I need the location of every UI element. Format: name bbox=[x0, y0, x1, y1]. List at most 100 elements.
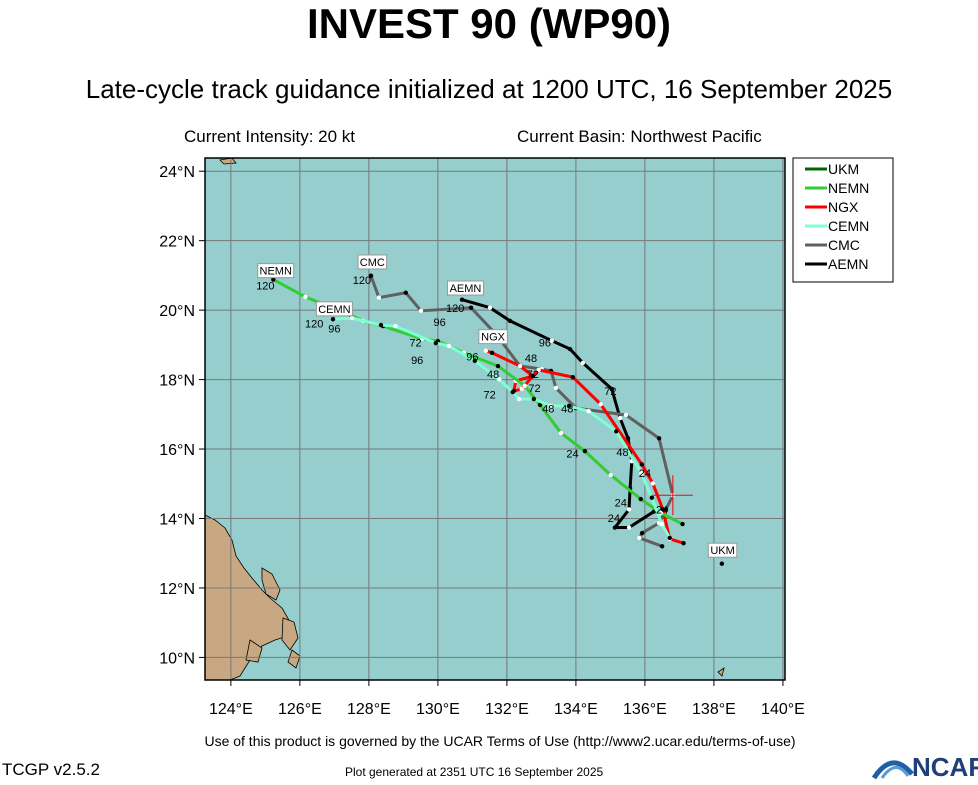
track-point bbox=[303, 294, 308, 300]
track-point bbox=[667, 535, 672, 541]
forecast-hour-label-group: 96 bbox=[411, 355, 423, 367]
forecast-hour-label-group: 24 bbox=[639, 468, 651, 480]
track-point bbox=[510, 389, 515, 395]
version-label: TCGP v2.5.2 bbox=[2, 760, 100, 779]
forecast-hour-label: 120 bbox=[446, 303, 464, 315]
track-point bbox=[349, 315, 355, 321]
lon-tick-label: 130°E bbox=[416, 701, 460, 718]
land-mass bbox=[717, 667, 725, 677]
track-point bbox=[536, 367, 541, 373]
track-point bbox=[614, 429, 619, 434]
model-tag-box bbox=[446, 280, 484, 296]
legend-label: AEMN bbox=[828, 256, 868, 272]
forecast-hour-label: 96 bbox=[466, 351, 478, 363]
track-point bbox=[626, 507, 632, 512]
track-point bbox=[580, 360, 586, 366]
forecast-hour-label: 48 bbox=[561, 404, 573, 416]
model-tag-group: AEMN bbox=[446, 280, 484, 296]
lat-tick-label: 20°N bbox=[159, 303, 195, 320]
forecast-hour-label-group: 120 bbox=[353, 275, 371, 287]
track-point bbox=[271, 277, 276, 282]
lat-tick-label: 16°N bbox=[159, 442, 195, 459]
land-mass bbox=[261, 567, 281, 601]
track-point bbox=[681, 540, 686, 546]
track-point bbox=[537, 402, 543, 408]
track-point bbox=[660, 507, 666, 512]
forecast-hour-label-group: 96 bbox=[466, 351, 478, 363]
track-point bbox=[656, 436, 662, 441]
lat-tick-label: 14°N bbox=[159, 512, 195, 529]
track-point bbox=[368, 273, 374, 278]
legend-label: NGX bbox=[828, 199, 859, 215]
model-tag-box bbox=[357, 254, 388, 270]
track-point bbox=[517, 363, 523, 369]
forecast-hour-label-group: 72 bbox=[409, 338, 421, 350]
model-tag: AEMN bbox=[450, 283, 482, 295]
model-tag-group: NGX bbox=[478, 329, 508, 345]
lon-tick-label: 136°E bbox=[623, 701, 667, 718]
model-tag: NEMN bbox=[260, 266, 292, 278]
track-point bbox=[403, 290, 409, 295]
forecast-hour-label: 72 bbox=[409, 338, 421, 350]
track-point bbox=[468, 305, 474, 310]
forecast-hour-label-group: 96 bbox=[433, 317, 445, 329]
track-point bbox=[617, 415, 623, 421]
forecast-hour-label-group: 48 bbox=[616, 447, 628, 459]
lon-tick-label: 126°E bbox=[278, 701, 322, 718]
forecast-hour-label-group: 96 bbox=[539, 338, 551, 350]
forecast-hour-label: 72 bbox=[604, 386, 616, 398]
forecast-hour-label-group: 48 bbox=[487, 369, 499, 381]
track-point bbox=[638, 496, 643, 502]
land-mass bbox=[281, 617, 299, 651]
forecast-hour-label: 72 bbox=[527, 369, 539, 381]
page-subtitle: Late-cycle track guidance initialized at… bbox=[85, 74, 893, 104]
terms-of-use-notice: Use of this product is governed by the U… bbox=[204, 733, 796, 749]
track-point bbox=[330, 316, 336, 322]
track-point bbox=[609, 386, 614, 392]
model-tag-group: UKM bbox=[707, 542, 738, 558]
track-point bbox=[496, 377, 502, 382]
forecast-hour-label-group: 24 bbox=[608, 513, 620, 525]
forecast-hour-label-group: 48 bbox=[542, 404, 554, 416]
forecast-hour-label: 96 bbox=[411, 355, 423, 367]
track-point bbox=[598, 402, 603, 407]
current-basin: Current Basin: Northwest Pacific bbox=[517, 127, 762, 146]
track-point bbox=[418, 308, 424, 314]
lon-tick-label: 132°E bbox=[485, 701, 529, 718]
forecast-hour-label: 96 bbox=[328, 324, 340, 336]
lon-tick-label: 138°E bbox=[692, 701, 736, 718]
forecast-hour-label: 120 bbox=[353, 275, 371, 287]
lon-tick-label: 140°E bbox=[761, 701, 805, 718]
model-tag-box bbox=[478, 329, 508, 345]
legend-label: CMC bbox=[828, 237, 860, 253]
forecast-hour-label: 24 bbox=[639, 468, 651, 480]
track-point bbox=[639, 462, 645, 467]
track-point bbox=[472, 358, 478, 364]
lat-tick-label: 18°N bbox=[159, 373, 195, 390]
track-point bbox=[570, 374, 576, 380]
track-point bbox=[446, 343, 452, 349]
forecast-hour-label-group: 24 bbox=[566, 449, 578, 461]
track-point bbox=[433, 340, 439, 346]
forecast-hour-label: 120 bbox=[256, 280, 274, 292]
track-ngx bbox=[485, 349, 684, 545]
track-point bbox=[658, 510, 663, 516]
track-point bbox=[639, 471, 644, 476]
forecast-hour-label: 24 bbox=[608, 513, 620, 525]
model-tag-group: NEMN bbox=[257, 263, 295, 279]
model-tag-group: CMC bbox=[357, 254, 388, 270]
forecast-hour-label-group: 120 bbox=[256, 280, 274, 292]
forecast-hour-label: 48 bbox=[487, 369, 499, 381]
forecast-hour-label-group: 48 bbox=[525, 353, 537, 365]
model-tag: NGX bbox=[481, 332, 506, 344]
track-point bbox=[507, 318, 513, 324]
land-mass bbox=[245, 639, 263, 663]
track-point bbox=[495, 363, 501, 369]
land-mass bbox=[204, 514, 291, 681]
track-point bbox=[650, 481, 656, 486]
track-point bbox=[637, 535, 642, 541]
track-point bbox=[530, 373, 535, 379]
map-frame bbox=[204, 157, 786, 681]
model-tag-box bbox=[707, 542, 738, 558]
